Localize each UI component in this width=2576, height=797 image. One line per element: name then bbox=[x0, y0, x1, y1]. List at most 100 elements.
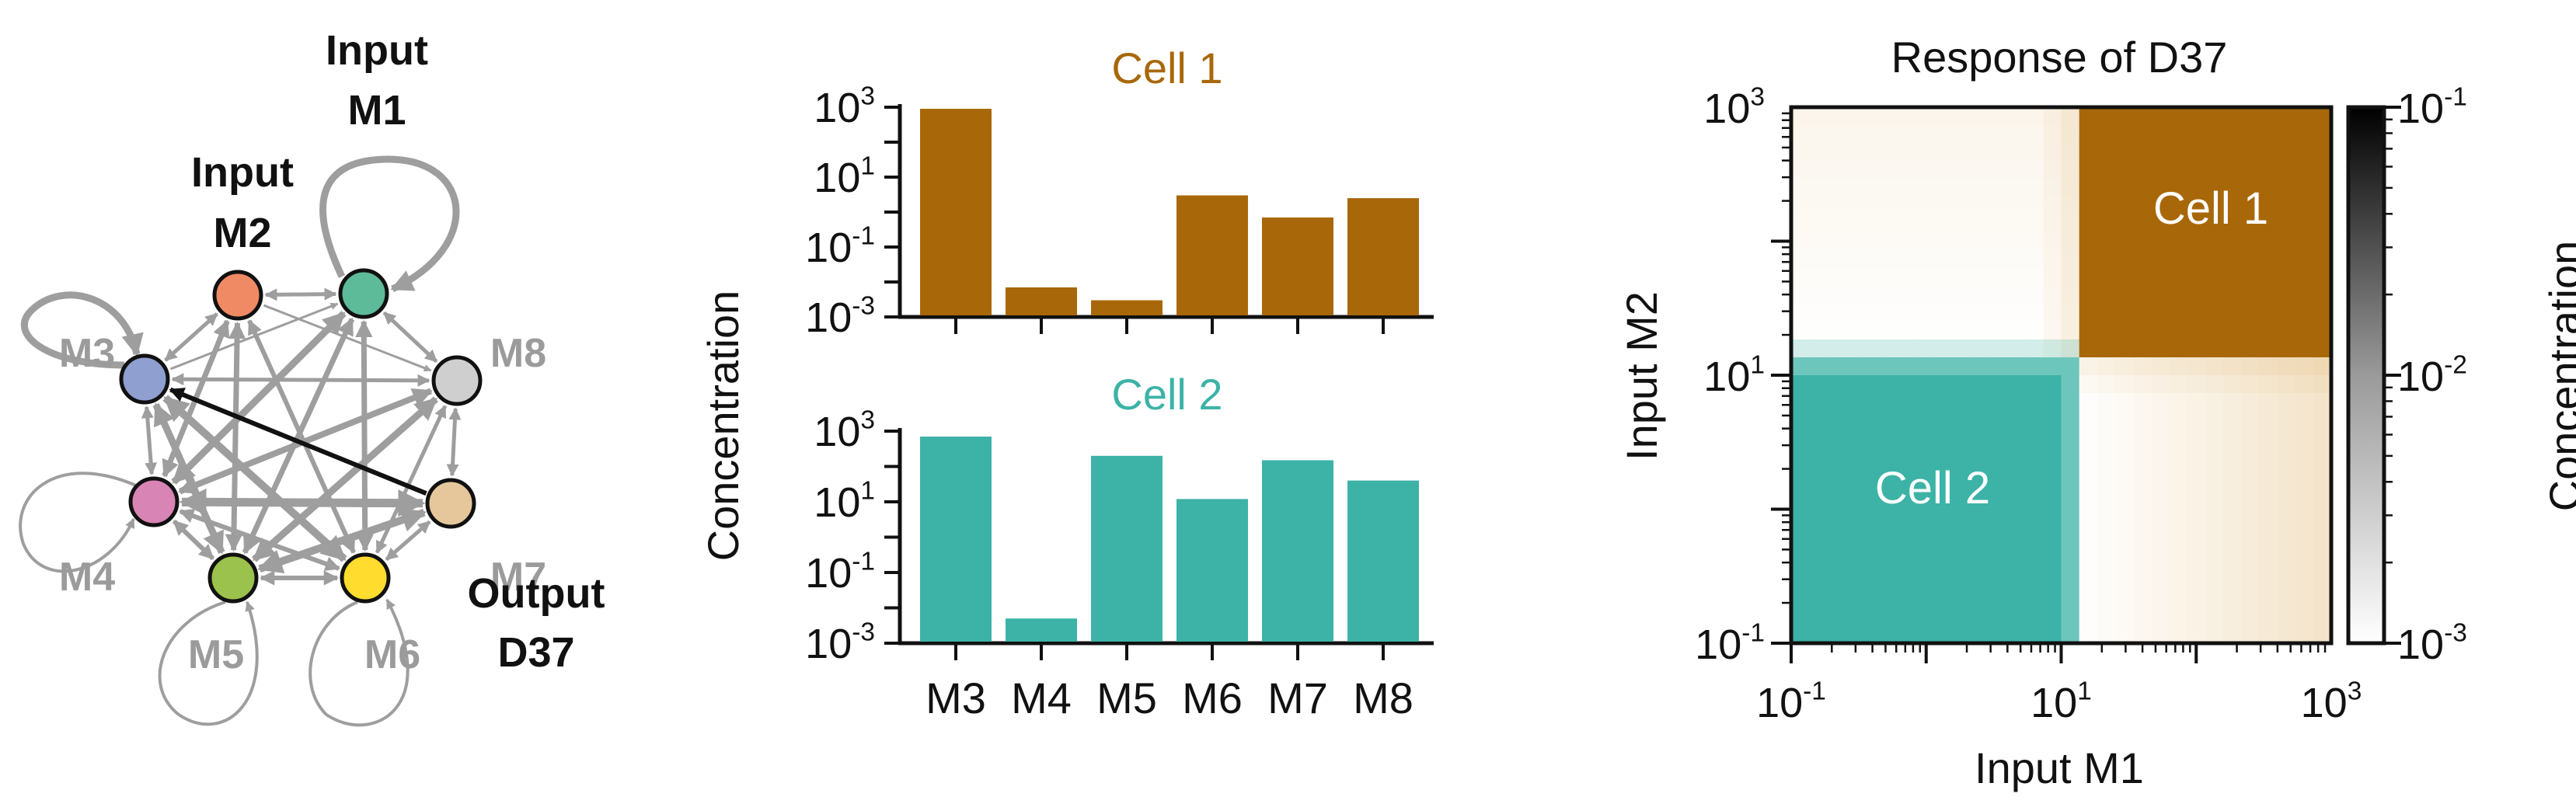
heatmap-cell bbox=[1935, 554, 1954, 573]
heatmap-cell bbox=[1809, 447, 1828, 465]
heatmap-cell bbox=[2007, 572, 2026, 590]
heatmap-cell bbox=[2187, 500, 2206, 519]
node-label-m5: M5 bbox=[188, 632, 244, 677]
heatmap-cell bbox=[2043, 590, 2062, 608]
heatmap-cell bbox=[1809, 161, 1828, 179]
heatmap-cell bbox=[2259, 518, 2278, 537]
heatmap-cell bbox=[1953, 518, 1972, 537]
heatmap-cell bbox=[2097, 607, 2116, 626]
heatmap-cell bbox=[2205, 393, 2224, 412]
heatmap-cell bbox=[1863, 465, 1882, 483]
heatmap-cell bbox=[1845, 197, 1864, 215]
heatmap-cell bbox=[1989, 161, 2008, 179]
heatmap-cell bbox=[2061, 375, 2080, 394]
heatmap-cell bbox=[1917, 339, 1936, 358]
heatmap-cell bbox=[2133, 607, 2152, 626]
heatmap-cell bbox=[2313, 250, 2332, 269]
cell1-y-tick-label: 10-1 bbox=[805, 221, 875, 271]
heatmap-cell bbox=[1899, 500, 1918, 519]
heatmap-cell bbox=[2223, 179, 2242, 197]
heatmap-cell bbox=[2259, 125, 2278, 144]
heatmap-cell bbox=[2223, 590, 2242, 608]
heatmap-cell bbox=[1935, 572, 1954, 590]
heatmap-cell bbox=[1917, 214, 1936, 233]
heatmap-cell bbox=[1899, 536, 1918, 555]
heatmap-cell bbox=[2259, 322, 2278, 340]
heatmap-cell bbox=[2025, 393, 2044, 412]
heatmap-cell bbox=[2151, 304, 2170, 322]
heatmap-cell bbox=[2025, 625, 2044, 644]
heatmap-cell bbox=[2151, 590, 2170, 608]
heatmap-cell bbox=[1863, 590, 1882, 608]
heatmap-cell bbox=[1863, 286, 1882, 305]
heatmap-cell bbox=[2097, 375, 2116, 394]
heatmap-cell bbox=[2223, 607, 2242, 626]
heatmap-cell bbox=[2043, 286, 2062, 305]
heatmap-cell bbox=[2187, 107, 2206, 126]
heatmap-cell bbox=[1881, 518, 1900, 537]
heatmap-cell bbox=[1863, 357, 1882, 376]
heatmap-cell bbox=[2169, 125, 2188, 144]
heatmap-cell bbox=[1935, 465, 1954, 483]
heatmap-cell bbox=[2187, 607, 2206, 626]
heatmap-cell bbox=[2223, 536, 2242, 555]
heatmap-cell bbox=[2079, 590, 2098, 608]
heatmap-cell bbox=[2133, 268, 2152, 287]
heatmap-cell bbox=[2295, 179, 2314, 197]
heatmap-cell bbox=[2151, 536, 2170, 555]
heatmap-cell bbox=[2079, 393, 2098, 412]
heatmap-cell bbox=[1899, 250, 1918, 269]
heatmap-cell bbox=[1791, 607, 1810, 626]
heatmap-cell bbox=[2169, 625, 2188, 644]
heatmap-cell bbox=[1845, 536, 1864, 555]
heatmap-cell bbox=[2043, 179, 2062, 197]
heatmap-cell bbox=[2079, 197, 2098, 215]
heatmap-cell bbox=[2079, 322, 2098, 340]
cell2-bar-m4 bbox=[1006, 618, 1077, 642]
heatmap-cell bbox=[1791, 393, 1810, 412]
cell1-bar-m5 bbox=[1091, 300, 1163, 315]
heatmap-cell bbox=[1791, 411, 1810, 430]
heatmap-cell bbox=[1935, 197, 1954, 215]
heatmap-cell bbox=[2169, 447, 2188, 465]
heatmap-cell bbox=[2295, 429, 2314, 447]
heatmap-x-axis-label: Input M1 bbox=[1975, 743, 2144, 792]
heatmap-cell bbox=[1791, 590, 1810, 608]
heatmap-cell bbox=[2205, 179, 2224, 197]
heatmap-cell bbox=[1809, 536, 1828, 555]
heatmap-cell bbox=[1935, 536, 1954, 555]
heatmap-cell bbox=[2313, 322, 2332, 340]
heatmap-cell bbox=[1845, 339, 1864, 358]
node-label-m7: M7 bbox=[490, 555, 546, 600]
heatmap-cell bbox=[2097, 232, 2116, 251]
heatmap-cell bbox=[1827, 572, 1846, 590]
heatmap-cell bbox=[2079, 304, 2098, 322]
heatmap-cell bbox=[2259, 411, 2278, 430]
heatmap-cell bbox=[2043, 143, 2062, 162]
heatmap-cell bbox=[2061, 482, 2080, 501]
heatmap-cell bbox=[2025, 375, 2044, 394]
heatmap-cell bbox=[1971, 322, 1990, 340]
heatmap-cell bbox=[2097, 590, 2116, 608]
heatmap-cell bbox=[2007, 554, 2026, 573]
heatmap-cell bbox=[2151, 161, 2170, 179]
heatmap-cell bbox=[2079, 286, 2098, 305]
cell2-y-tick-label: 103 bbox=[814, 405, 875, 455]
heatmap-cell bbox=[1863, 250, 1882, 269]
heatmap-cell bbox=[2223, 411, 2242, 430]
heatmap-cell bbox=[1989, 482, 2008, 501]
heatmap-cell bbox=[1863, 625, 1882, 644]
heatmap-cell bbox=[2241, 250, 2260, 269]
heatmap-cell bbox=[2313, 125, 2332, 144]
heatmap-cell bbox=[1935, 268, 1954, 287]
heatmap-cell bbox=[2115, 465, 2134, 483]
heatmap-cell bbox=[1809, 232, 1828, 251]
heatmap-cell bbox=[2025, 572, 2044, 590]
heatmap-cell bbox=[2223, 304, 2242, 322]
heatmap-cell bbox=[1899, 161, 1918, 179]
heatmap-cell bbox=[2025, 447, 2044, 465]
heatmap-cell bbox=[2241, 322, 2260, 340]
heatmap-cell bbox=[1827, 607, 1846, 626]
heatmap-cell bbox=[1809, 107, 1828, 126]
